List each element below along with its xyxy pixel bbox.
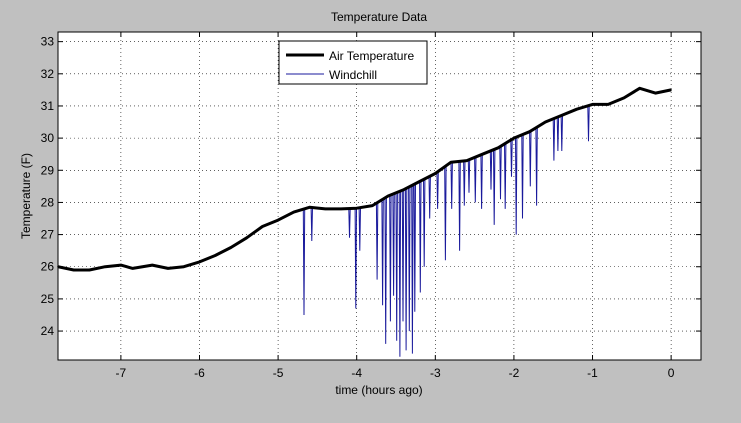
air-temperature-point	[513, 137, 515, 139]
air-temperature-point	[151, 264, 154, 266]
air-temperature-line	[58, 86, 672, 272]
air-temperature-point	[623, 97, 625, 99]
air-temperature-point	[607, 103, 609, 106]
y-tick-label: 30	[41, 131, 55, 145]
chart-title: Temperature Data	[331, 10, 427, 24]
air-temperature-point	[387, 195, 389, 197]
air-temperature-point	[131, 267, 134, 270]
air-temperature-point	[497, 147, 500, 149]
air-temperature-point	[654, 92, 657, 94]
air-temperature-point	[434, 172, 437, 175]
air-temperature-point	[293, 211, 295, 213]
x-tick-label: -6	[194, 366, 205, 380]
y-tick-label: 26	[41, 260, 55, 274]
air-temperature-point	[72, 269, 75, 271]
legend: Air Temperature Windchill	[278, 40, 428, 85]
y-tick-label: 27	[41, 228, 55, 242]
x-tick-label: 0	[668, 366, 675, 380]
x-tick-label: -1	[587, 366, 598, 380]
series-layer	[57, 86, 672, 357]
air-temperature-point	[277, 219, 279, 221]
x-tick-label: -7	[116, 366, 127, 380]
y-tick-label: 31	[41, 99, 55, 113]
air-temperature-point	[167, 267, 169, 270]
axes-background	[58, 32, 701, 360]
y-tick-label: 33	[41, 35, 55, 49]
air-temperature-point	[214, 254, 216, 257]
air-temperature-point	[261, 225, 264, 228]
air-temperature-point	[245, 237, 248, 239]
air-temperature-point	[355, 207, 358, 209]
y-tick-label: 24	[41, 324, 55, 338]
air-temperature-point	[403, 188, 405, 191]
air-temperature-point	[340, 208, 342, 210]
x-tick-label: -5	[273, 366, 284, 380]
air-temperature-point	[466, 159, 468, 162]
y-tick-label: 29	[41, 163, 55, 177]
y-tick-label: 32	[41, 67, 55, 81]
legend-label-air-temperature: Air Temperature	[329, 49, 414, 63]
y-tick-label: 28	[41, 195, 55, 209]
air-temperature-point	[560, 114, 562, 117]
x-tick-label: -4	[351, 366, 362, 380]
y-axis-label: Temperature (F)	[19, 153, 33, 239]
legend-label-windchill: Windchill	[329, 68, 377, 82]
air-temperature-point	[576, 108, 578, 110]
air-temperature-point	[528, 130, 531, 133]
ticks: -7 -6 -5 -4 -3 -2 -1 0 24 25 26 27 28 29 30 31 32 33	[41, 32, 701, 380]
air-temperature-point	[324, 208, 327, 210]
air-temperature-point	[371, 204, 374, 207]
air-temperature-point	[308, 206, 311, 209]
air-temperature-point	[88, 269, 91, 271]
air-temperature-point	[104, 265, 106, 268]
air-temperature-point	[481, 153, 484, 155]
air-temperature-point	[418, 180, 421, 183]
air-temperature-point	[230, 246, 232, 249]
air-temperature-point	[544, 121, 547, 123]
x-axis-label: time (hours ago)	[335, 383, 422, 397]
air-temperature-point	[198, 261, 201, 263]
air-temperature-point	[120, 264, 122, 266]
legend-box	[278, 40, 428, 85]
x-tick-label: -2	[509, 366, 520, 380]
air-temperature-point	[591, 103, 594, 106]
air-temperature-point	[638, 87, 641, 90]
axes-frame	[57, 31, 702, 361]
grid	[58, 32, 701, 360]
air-temperature-point	[670, 89, 672, 91]
y-tick-label: 25	[41, 292, 55, 306]
air-temperature-point	[183, 265, 185, 268]
x-tick-label: -3	[430, 366, 441, 380]
air-temperature-point	[450, 161, 452, 163]
